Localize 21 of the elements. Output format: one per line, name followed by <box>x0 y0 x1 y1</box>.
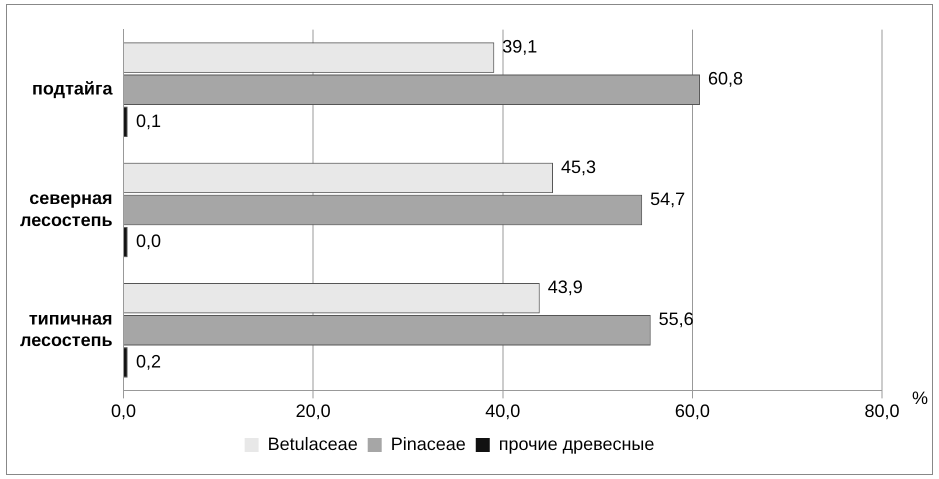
data-label: 43,9 <box>548 277 583 298</box>
data-label: 39,1 <box>502 36 538 57</box>
x-tick-label: 80,0 <box>864 401 900 422</box>
data-label: 45,3 <box>561 156 596 177</box>
x-tick-label: 0,0 <box>111 401 136 422</box>
data-label: 0,0 <box>136 231 162 252</box>
y-tick-label: северная лесостепь <box>20 188 113 230</box>
x-tick-label: 40,0 <box>485 401 520 422</box>
y-tick-label: типичная лесостепь <box>20 308 113 350</box>
legend-label: Betulaceae <box>268 434 358 454</box>
data-label: 0,2 <box>136 351 162 372</box>
data-label: 60,8 <box>708 68 744 89</box>
data-label: 54,7 <box>650 188 686 209</box>
y-tick-label: подтайга <box>32 78 114 99</box>
x-tick-label: 20,0 <box>296 401 331 422</box>
data-label: 0,1 <box>136 110 162 131</box>
data-label: 55,6 <box>658 309 694 330</box>
x-tick-label: 60,0 <box>674 401 710 422</box>
x-axis-title: % <box>912 388 928 409</box>
legend-label: прочие древесные <box>498 434 654 454</box>
legend-label: Pinaceae <box>390 434 466 454</box>
